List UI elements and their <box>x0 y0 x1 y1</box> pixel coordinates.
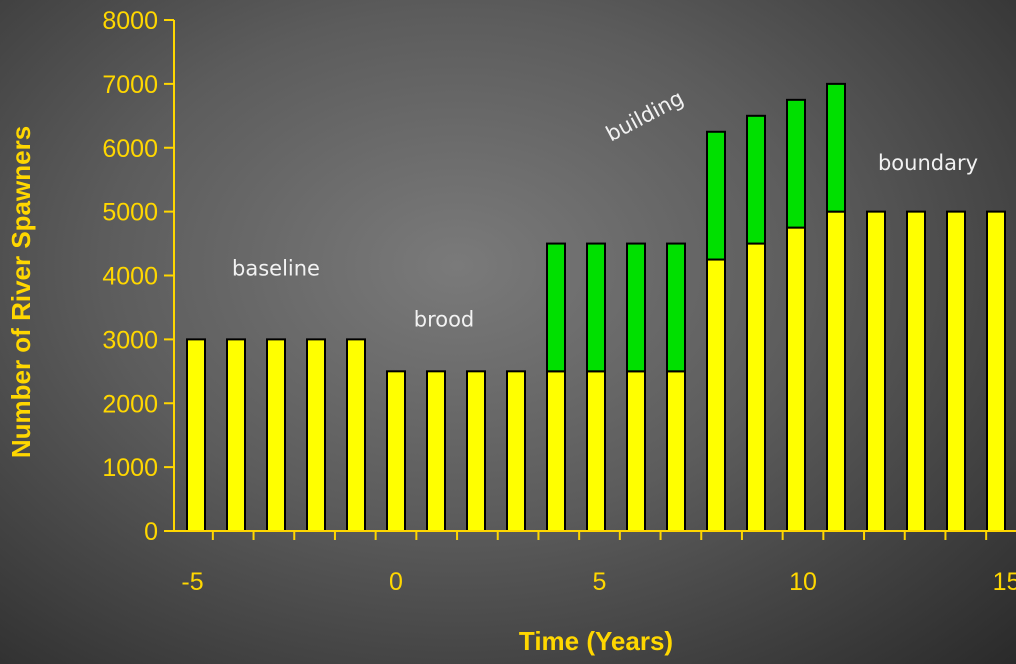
bar-segment-green-x8 <box>706 130 726 261</box>
bar-segment-green-x9 <box>746 114 766 245</box>
annotation-boundary: boundary <box>878 151 978 175</box>
bar-segment-yellow-x7 <box>666 370 686 532</box>
bar-segment-yellow-x8 <box>706 258 726 532</box>
y-axis-title: Number of River Spawners <box>6 126 36 458</box>
bar-segment-green-x11 <box>826 82 846 213</box>
y-tick-label: 1000 <box>102 454 158 482</box>
bar-segment-yellow-x12 <box>866 210 886 532</box>
bar-segment-green-x6 <box>626 242 646 373</box>
y-tick-label: 5000 <box>102 199 158 227</box>
bars-layer <box>186 82 1006 532</box>
y-tick-label: 2000 <box>102 390 158 418</box>
bar-segment-yellow-x-4 <box>226 338 246 532</box>
x-tick-label: 10 <box>789 568 817 596</box>
x-tick-label: 0 <box>389 568 403 596</box>
y-tick-label: 8000 <box>102 7 158 35</box>
annotation-baseline: baseline <box>232 257 320 281</box>
bar-segment-yellow-x15 <box>986 210 1006 532</box>
bar-segment-yellow-x14 <box>946 210 966 532</box>
y-tick-label: 4000 <box>102 263 158 291</box>
bar-segment-yellow-x0 <box>386 370 406 532</box>
bar-segment-yellow-x11 <box>826 210 846 532</box>
bar-segment-green-x4 <box>546 242 566 373</box>
bar-segment-yellow-x6 <box>626 370 646 532</box>
y-tick-label: 0 <box>144 518 158 546</box>
annotation-brood: brood <box>414 308 475 332</box>
bar-segment-yellow-x-3 <box>266 338 286 532</box>
bar-segment-yellow-x4 <box>546 370 566 532</box>
axes-layer <box>164 19 1016 540</box>
y-tick-label: 6000 <box>102 135 158 163</box>
bar-segment-yellow-x-1 <box>346 338 366 532</box>
y-tick-label: 3000 <box>102 326 158 354</box>
x-tick-label: 5 <box>593 568 607 596</box>
bar-segment-yellow-x10 <box>786 226 806 532</box>
bar-segment-yellow-x3 <box>506 370 526 532</box>
bar-segment-yellow-x2 <box>466 370 486 532</box>
annotation-building: building <box>602 86 688 147</box>
bar-segment-green-x7 <box>666 242 686 373</box>
bar-segment-yellow-x-2 <box>306 338 326 532</box>
y-tick-label: 7000 <box>102 71 158 99</box>
x-tick-label: -5 <box>181 568 203 596</box>
bar-segment-green-x5 <box>586 242 606 373</box>
bar-segment-yellow-x13 <box>906 210 926 532</box>
bar-segment-yellow-x-5 <box>186 338 206 532</box>
bar-segment-yellow-x5 <box>586 370 606 532</box>
x-tick-label: 15 <box>993 568 1016 596</box>
x-axis-title: Time (Years) <box>519 626 673 656</box>
bar-segment-yellow-x9 <box>746 242 766 532</box>
bar-segment-yellow-x1 <box>426 370 446 532</box>
bar-segment-green-x10 <box>786 98 806 229</box>
labels-layer: 0 1000 2000 3000 4000 5000 6000 7000 8000 -5 0 5 10 1… <box>102 7 1016 596</box>
